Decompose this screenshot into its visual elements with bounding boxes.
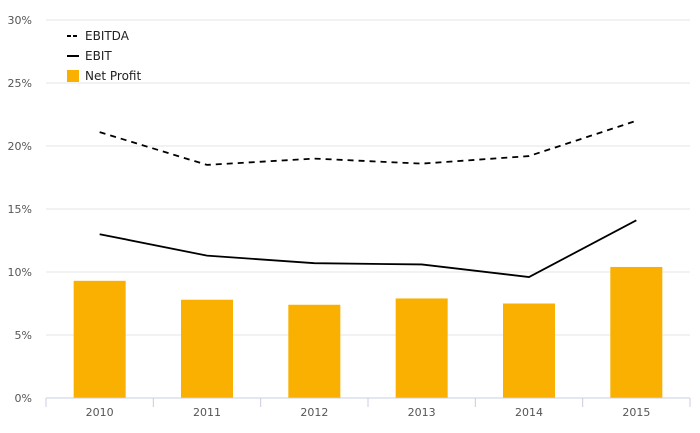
net-profit-bars xyxy=(73,266,663,398)
x-tick-label: 2010 xyxy=(86,406,114,419)
y-tick-label: 20% xyxy=(8,140,32,153)
legend-label-ebit: EBIT xyxy=(85,49,112,63)
line-ebit xyxy=(99,219,637,278)
y-tick-label: 10% xyxy=(8,266,32,279)
bar-net-profit-2014 xyxy=(503,303,555,398)
x-tick-label: 2013 xyxy=(408,406,436,419)
x-tick-label: 2011 xyxy=(193,406,221,419)
x-tick-label: 2012 xyxy=(300,406,328,419)
legend-label-net-profit: Net Profit xyxy=(85,69,141,83)
line-ebitda xyxy=(99,119,637,166)
legend-label-ebitda: EBITDA xyxy=(85,29,130,43)
y-tick-label: 30% xyxy=(8,14,32,27)
bar-net-profit-2011 xyxy=(181,299,233,398)
line-series xyxy=(99,119,637,278)
bar-net-profit-2015 xyxy=(610,266,663,398)
x-tick-label: 2015 xyxy=(622,406,650,419)
y-tick-label: 15% xyxy=(8,203,32,216)
y-tick-label: 25% xyxy=(8,77,32,90)
y-tick-label: 0% xyxy=(15,392,32,405)
gridlines xyxy=(46,19,690,336)
bar-net-profit-2010 xyxy=(73,280,126,398)
legend-symbol-net-profit xyxy=(67,70,79,82)
y-tick-label: 5% xyxy=(15,329,32,342)
bar-net-profit-2012 xyxy=(288,304,341,398)
bar-net-profit-2013 xyxy=(395,298,448,398)
axes: 0% 5% 10% 15% 20% 25% 30% 2010 2011 2012 2013 2014 2… xyxy=(8,14,691,419)
x-tick-label: 2014 xyxy=(515,406,543,419)
legend: EBITDA EBIT Net Profit xyxy=(67,29,141,83)
